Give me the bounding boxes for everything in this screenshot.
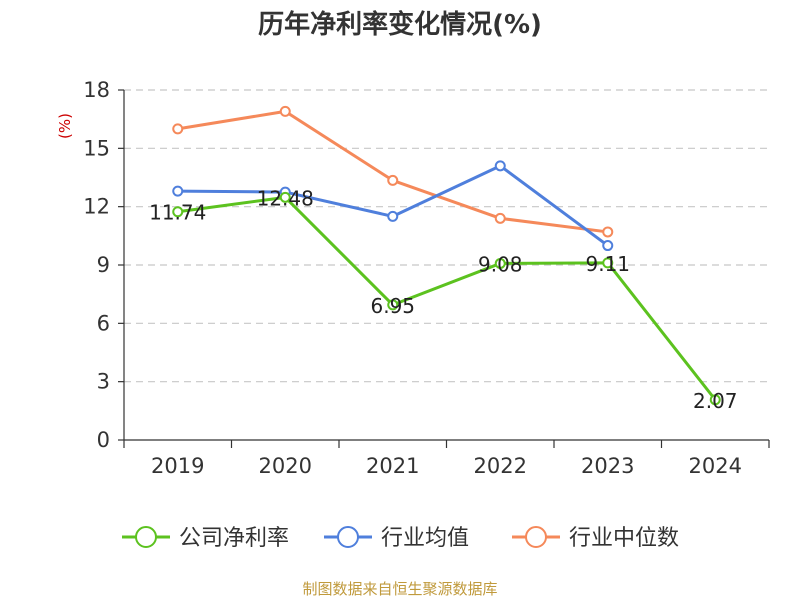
legend[interactable]: 公司净利率 行业均值 行业中位数: [122, 526, 679, 551]
x-tick-label-2020: 2020: [259, 454, 312, 478]
series-point-3-2019: [172, 123, 184, 135]
data-labels: 11.74 12.48 6.95 9.08 9.11 2.07: [149, 186, 737, 412]
y-tick-label-3: 3: [97, 370, 110, 394]
legend-marker-icon: [135, 526, 157, 548]
x-tick-label-2021: 2021: [366, 454, 419, 478]
data-label-2020: 12.48: [257, 186, 314, 210]
y-tick-label-9: 9: [97, 253, 110, 277]
y-tick-label-12: 12: [83, 195, 110, 219]
y-axis-unit: (%): [56, 113, 74, 139]
series-point-2-2019: [172, 185, 184, 197]
series-point-3-2020: [279, 105, 291, 117]
legend-marker-icon: [525, 526, 547, 548]
series-line-1: [177, 195, 717, 401]
data-label-2019: 11.74: [149, 201, 206, 225]
y-tick-label-15: 15: [83, 136, 110, 160]
y-tick-label-0: 0: [97, 428, 110, 452]
x-tick-label-2023: 2023: [581, 454, 634, 478]
y-tick-label-6: 6: [97, 311, 110, 335]
series: [172, 105, 721, 406]
legend-label: 行业中位数: [569, 526, 679, 551]
chart-title: 历年净利率变化情况(%): [258, 9, 542, 40]
series-point-1-2022: [494, 257, 506, 269]
legend-item-2[interactable]: 行业均值: [324, 526, 469, 551]
data-label-2024: 2.07: [693, 389, 738, 413]
series-point-2-2022: [494, 160, 506, 172]
series-point-3-2023: [602, 226, 614, 238]
series-3: [172, 105, 614, 238]
series-2: [172, 160, 614, 252]
data-source: 制图数据来自恒生聚源数据库: [302, 580, 497, 598]
series-point-2-2021: [387, 210, 399, 222]
series-point-1-2021: [387, 299, 399, 311]
legend-marker-icon: [337, 526, 359, 548]
series-point-1-2024: [709, 394, 721, 406]
series-point-1-2019: [172, 206, 184, 218]
x-tick-label-2022: 2022: [474, 454, 527, 478]
series-point-1-2020: [279, 191, 291, 203]
legend-item-3[interactable]: 行业中位数: [512, 526, 679, 551]
data-label-2023: 9.11: [585, 252, 630, 276]
y-tick-label-18: 18: [83, 78, 110, 102]
x-tick-label-2024: 2024: [689, 454, 742, 478]
series-point-3-2021: [387, 174, 399, 186]
series-point-2-2023: [602, 240, 614, 252]
series-point-1-2023: [602, 257, 614, 269]
series-1: [172, 191, 721, 406]
data-label-2021: 6.95: [370, 294, 415, 318]
axes: 0 3 6 9 12 15 18 2019 2020 2021 2022 2023 2024: [83, 78, 770, 478]
grid: [124, 89, 769, 383]
x-tick-label-2019: 2019: [151, 454, 204, 478]
legend-label: 公司净利率: [179, 526, 289, 551]
legend-label: 行业均值: [381, 526, 469, 551]
series-point-3-2022: [494, 212, 506, 224]
data-label-2022: 9.08: [478, 252, 523, 276]
legend-item-1[interactable]: 公司净利率: [122, 526, 289, 551]
